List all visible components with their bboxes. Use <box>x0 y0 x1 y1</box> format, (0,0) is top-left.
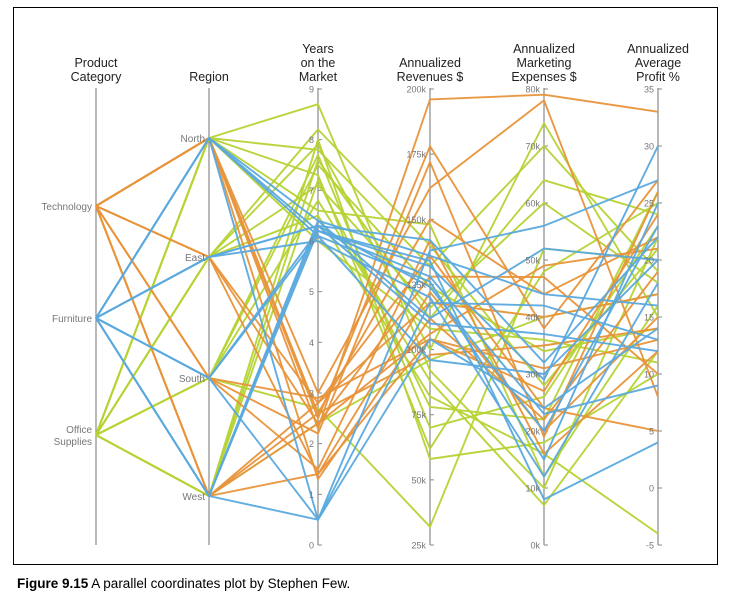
caption-label: Figure 9.15 <box>17 576 89 591</box>
record-line-41 <box>95 234 659 379</box>
tick-label-1-1: East <box>185 253 205 264</box>
tick-label-2-7: 7 <box>309 186 314 196</box>
tick-label-2-5: 5 <box>309 287 314 297</box>
tick-label-2-4: 4 <box>309 338 314 348</box>
tick-label-4-2: 20k <box>525 427 540 437</box>
axis-title-2: Years on the Market <box>299 42 338 84</box>
tick-label-5-2: 5 <box>649 427 654 437</box>
tick-label-0-2: Office Supplies <box>54 425 93 448</box>
tick-label-1-0: North <box>181 134 205 145</box>
tick-label-2-9: 9 <box>309 85 314 95</box>
figure-caption: Figure 9.15 A parallel coordinates plot … <box>17 576 350 591</box>
tick-label-5-5: 20 <box>644 256 654 266</box>
record-line-30 <box>95 205 659 497</box>
tick-label-3-5: 150k <box>406 215 426 225</box>
tick-label-3-1: 50k <box>411 475 426 485</box>
tick-label-2-6: 6 <box>309 237 314 247</box>
parallel-coordinates-plot: Technology Furniture Office Supplies Product… <box>41 42 689 551</box>
tick-label-0-1: Furniture <box>52 314 92 325</box>
tick-label-3-7: 200k <box>406 85 426 95</box>
tick-label-5-3: 10 <box>644 370 654 380</box>
chart-frame: Technology Furniture Office Supplies Product… <box>13 7 718 565</box>
tick-label-4-7: 70k <box>525 142 540 152</box>
tick-label-2-1: 1 <box>309 490 314 500</box>
labels-layer: Technology Furniture Office Supplies Product… <box>41 42 689 551</box>
tick-label-5-1: 0 <box>649 484 654 494</box>
tick-label-5-6: 25 <box>644 199 654 209</box>
record-line-38 <box>95 224 659 353</box>
tick-label-5-0: -5 <box>646 541 654 551</box>
record-line-15 <box>95 179 659 497</box>
tick-label-5-8: 35 <box>644 85 654 95</box>
tick-label-1-2: South <box>179 374 205 385</box>
axis-title-3: Annualized Revenues $ <box>397 56 464 84</box>
record-line-31 <box>95 99 659 398</box>
tick-label-3-3: 100k <box>406 345 426 355</box>
tick-label-5-4: 15 <box>644 313 654 323</box>
axis-title-0: Product Category <box>71 56 122 84</box>
tick-label-3-6: 175k <box>406 150 426 160</box>
tick-label-3-2: 75k <box>411 410 426 420</box>
tick-label-4-6: 60k <box>525 199 540 209</box>
tick-label-0-0: Technology <box>41 202 92 213</box>
record-line-45 <box>95 219 659 497</box>
axis-title-5: Annualized Average Profit % <box>627 42 689 84</box>
tick-label-1-3: West <box>182 492 205 503</box>
record-line-26 <box>95 205 659 470</box>
record-line-16 <box>95 137 659 478</box>
tick-label-4-8: 80k <box>525 85 540 95</box>
tick-label-4-3: 30k <box>525 370 540 380</box>
tick-label-4-0: 0k <box>530 541 540 551</box>
polylines-layer <box>95 93 659 535</box>
tick-label-2-0: 0 <box>309 541 314 551</box>
tick-label-4-4: 40k <box>525 313 540 323</box>
axis-title-1: Region <box>189 70 229 84</box>
tick-label-2-2: 2 <box>309 439 314 449</box>
axis-title-4: Annualized Marketing Expenses $ <box>511 42 576 84</box>
tick-label-3-0: 25k <box>411 541 426 551</box>
tick-label-4-1: 10k <box>525 484 540 494</box>
tick-label-5-7: 30 <box>644 142 654 152</box>
caption-text: A parallel coordinates plot by Stephen F… <box>88 576 351 591</box>
tick-label-2-3: 3 <box>309 389 314 399</box>
tick-label-4-5: 50k <box>525 256 540 266</box>
tick-label-3-4: 125k <box>406 280 426 290</box>
tick-label-2-8: 8 <box>309 135 314 145</box>
